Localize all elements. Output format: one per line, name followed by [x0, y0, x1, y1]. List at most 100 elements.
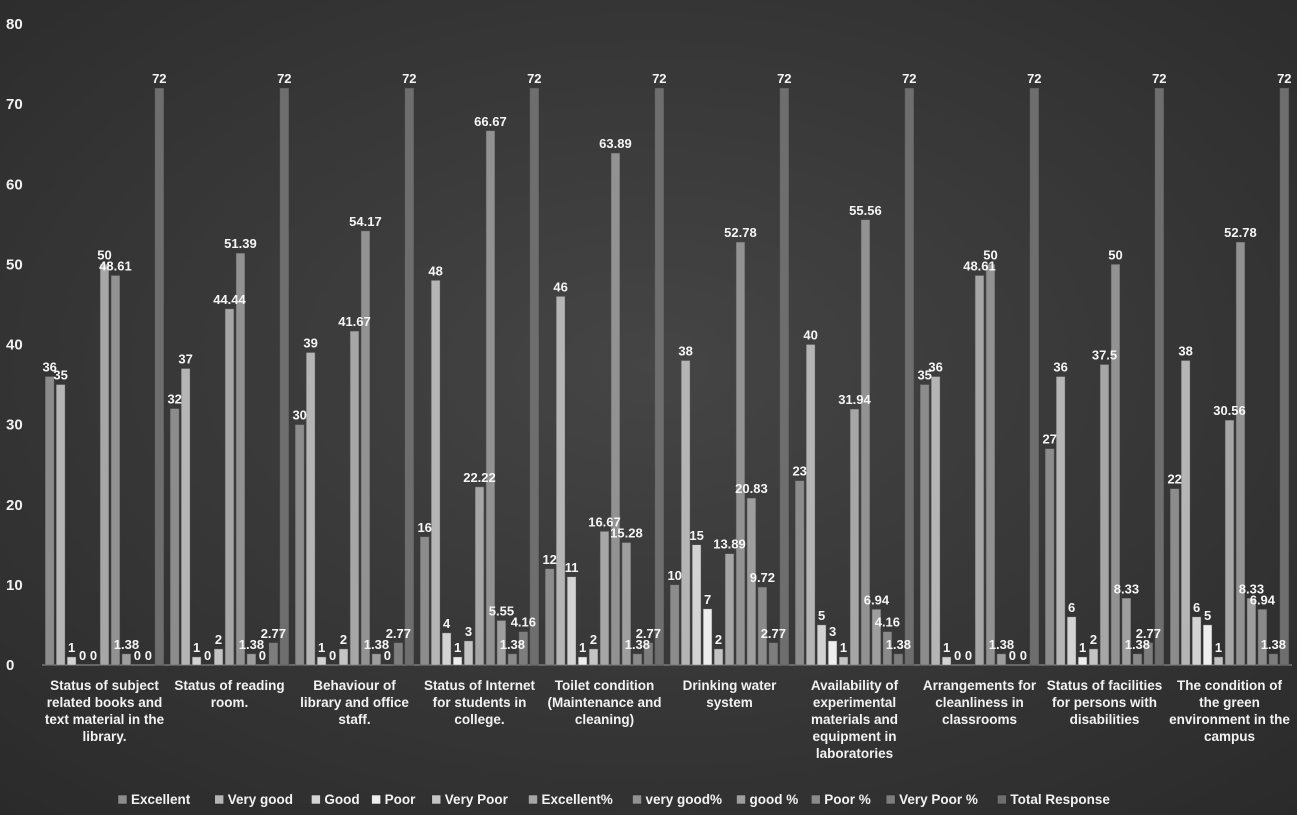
bar-good [1192, 616, 1202, 666]
data-label: 0 [259, 648, 266, 663]
bar-very-poor [1143, 642, 1153, 666]
bar-total-response [279, 87, 289, 666]
data-label: 2.77 [636, 626, 661, 641]
bar-excellent [45, 376, 55, 666]
data-label: 0 [965, 648, 972, 663]
category-label: Toilet condition (Maintenance and cleaning… [547, 678, 661, 727]
bar-excellent [349, 330, 360, 666]
legend-item-good: Good [311, 792, 360, 807]
data-label: 3 [465, 624, 472, 639]
data-label: 1 [318, 640, 325, 655]
data-label: 0 [329, 648, 336, 663]
data-label: 1 [193, 640, 200, 655]
legend-label: Poor % [824, 792, 871, 807]
bar-total-response [529, 87, 539, 666]
data-label: 63.89 [599, 136, 632, 151]
data-label: 0 [1009, 648, 1016, 663]
bar-total-response [904, 87, 914, 666]
legend-label: very good% [646, 792, 723, 807]
legend-item-very-poor: Very Poor [431, 792, 509, 807]
bar-good [567, 576, 577, 666]
y-tick-label: 60 [6, 176, 23, 193]
data-label: 72 [527, 71, 541, 86]
bar-excellent [295, 424, 305, 666]
bar-excellent [974, 275, 985, 666]
data-label: 22.22 [463, 470, 496, 485]
data-label: 3 [829, 624, 836, 639]
data-label: 1.38 [500, 637, 525, 652]
data-label: 5.55 [489, 604, 514, 619]
data-label: 0 [1020, 648, 1027, 663]
data-label: 4.16 [511, 615, 536, 630]
data-label: 2.77 [761, 626, 786, 641]
bar-very-poor [838, 656, 849, 666]
data-label: 2 [1090, 632, 1097, 647]
data-label: 36 [42, 360, 56, 375]
bar-very-good [360, 230, 371, 666]
y-tick-label: 70 [6, 96, 23, 113]
data-label: 1 [1079, 640, 1086, 655]
data-label: 16.67 [588, 514, 621, 529]
data-label: 1.38 [1125, 637, 1150, 652]
bar-good [317, 656, 327, 666]
data-label: 10 [667, 568, 681, 583]
data-label: 72 [1027, 71, 1041, 86]
legend-swatch [528, 794, 538, 805]
data-label: 6.94 [864, 592, 890, 607]
bar-total-response [1154, 87, 1164, 666]
data-label: 1.38 [1261, 637, 1286, 652]
bar-excellent [1099, 364, 1110, 666]
bar-poor [507, 653, 517, 666]
bar-excellent [599, 531, 610, 666]
legend-swatch [371, 794, 381, 805]
data-label: 72 [777, 71, 791, 86]
data-label: 50 [983, 247, 997, 262]
data-label: 6 [1068, 600, 1075, 615]
bar-very-poor [1268, 653, 1278, 666]
bar-poor [632, 653, 642, 666]
bar-very-poor [463, 640, 474, 666]
bar-very-good [556, 296, 566, 666]
data-label: 1.38 [625, 637, 650, 652]
legend-swatch [431, 794, 442, 805]
y-tick-label: 50 [6, 256, 23, 273]
bar-very-good [181, 368, 191, 666]
legend-label: Excellent [131, 792, 191, 807]
data-label: 30 [292, 408, 306, 423]
bar-good [192, 656, 202, 666]
data-label: 0 [79, 648, 86, 663]
bar-total-response [779, 87, 789, 666]
bar-very-poor [268, 642, 278, 666]
bar-good [442, 632, 452, 666]
bar-very-good [1110, 264, 1121, 666]
category-label: Status of Internet for students in college… [424, 678, 536, 727]
bar-very-poor [1088, 648, 1099, 666]
data-label: 27 [1042, 432, 1056, 447]
data-label: 55.56 [849, 203, 882, 218]
y-tick-label: 0 [6, 657, 14, 674]
legend-label: Very Poor [445, 792, 509, 807]
bar-good [371, 653, 382, 666]
data-label: 72 [402, 71, 416, 86]
legend-label: Good [324, 792, 359, 807]
bar-excellent [545, 568, 555, 666]
category-label: Arrangements for cleanliness in classrooms [923, 678, 1037, 727]
bar-very-poor [393, 642, 403, 666]
data-label: 4.16 [875, 615, 900, 630]
bar-very-good [306, 352, 316, 666]
data-label: 52.78 [1224, 225, 1257, 240]
bar-very-good [985, 264, 996, 666]
data-label: 5 [1204, 608, 1211, 623]
data-label: 2.77 [261, 626, 286, 641]
data-label: 7 [704, 592, 711, 607]
bar-very-poor [768, 642, 778, 666]
data-label: 51.39 [224, 236, 257, 251]
bar-poor [1202, 624, 1213, 666]
data-label: 38 [1178, 344, 1192, 359]
bar-very-poor [213, 648, 224, 666]
legend-item-total-response: Total Response [997, 792, 1110, 807]
data-label: 41.67 [338, 314, 371, 329]
data-label: 31.94 [838, 392, 871, 407]
data-label: 48 [428, 263, 442, 278]
